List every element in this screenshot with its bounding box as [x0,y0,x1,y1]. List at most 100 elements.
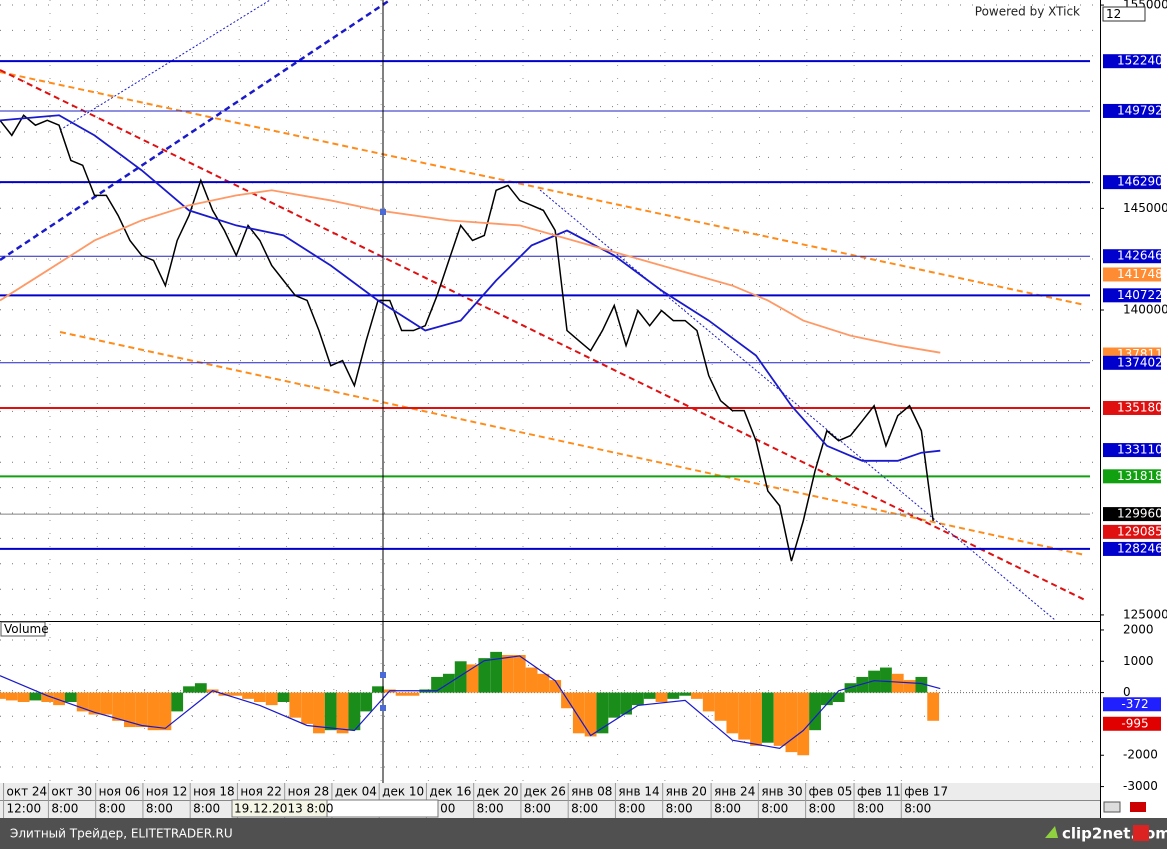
trend-line [0,0,391,262]
close-icon[interactable] [1130,802,1146,812]
time-tick-label: 8:00 [809,802,836,816]
volume-bar [277,692,290,702]
level-label: 133110 [1117,443,1163,457]
volume-bar [868,670,881,693]
x-tick-label: ноя 22 [240,785,282,799]
volume-bar [655,692,668,702]
plots [0,60,1100,756]
volume-bar [785,692,798,753]
volume-bar [336,692,349,734]
y-tick-label: -3000 [1123,779,1158,793]
volume-bar [41,692,54,702]
time-tick-label: 8:00 [571,802,598,816]
axes: 125000 140000 145000 155000 152240 149792 1462… [0,0,1167,818]
y-tick-label: 1000 [1123,654,1154,668]
toolbar-icon[interactable] [1103,801,1121,813]
level-label: 141748 [1117,267,1163,281]
time-tick-label: 8:00 [193,802,220,816]
corner-text: 12 [1106,7,1121,21]
x-tick-label: дек 04 [335,785,377,799]
volume-bar [891,673,904,693]
volume-bar [667,692,680,699]
volume-bar [726,692,739,734]
volume-bar [490,651,503,693]
logo-text: clip2net.com [1062,825,1167,843]
volume-bar [702,692,715,712]
volume-bar [738,692,751,740]
level-label: 142646 [1117,249,1163,263]
volume-bar [100,692,113,715]
cursor-marker [380,209,386,215]
cursor-empty-box [326,799,439,818]
volume-bar [265,692,278,706]
volume-bar [407,692,420,696]
trend-line [59,331,1086,556]
value-box [1103,697,1161,712]
x-tick-label: дек 16 [429,785,471,799]
status-bar [0,818,1167,849]
logo-badge [1133,825,1149,841]
x-tick-label: янв 30 [761,785,802,799]
volume-bar [478,658,491,693]
x-tick-label: ноя 12 [146,785,188,799]
volume-bar [761,692,774,743]
volume-bar [750,692,762,746]
level-label: 137402 [1117,355,1163,369]
x-tick-label: дек 26 [524,785,566,799]
series-line [0,114,941,462]
x-tick-label: янв 14 [618,785,659,799]
series-line [0,655,941,749]
x-tick-label: ноя 06 [99,785,140,799]
x-tick-label: дек 10 [382,785,424,799]
volume-bar [620,692,632,715]
cursor-label: 19.12.2013 8:00 [234,802,333,816]
volume-bar [820,692,833,706]
volume-bar [773,692,786,746]
x-tick-label: окт 30 [51,785,92,799]
time-tick-label: 8:00 [51,802,78,816]
volume-plot [0,651,1100,756]
level-box [1103,400,1161,415]
y-tick-label: 125000 [1123,607,1167,621]
level-box [1103,288,1161,303]
volume-bar [880,667,892,693]
volume-bar [88,692,101,715]
volume-bar [348,692,361,731]
volume-bar [124,692,136,728]
y-tick-label: 140000 [1123,303,1167,317]
volume-bar [596,692,609,734]
time-tick-label: 00 [440,802,455,816]
volume-bar [502,655,514,693]
level-box [1103,524,1161,539]
volume-bar [301,692,314,724]
volume-bar [29,692,42,701]
dotted-grid [0,0,1100,783]
level-label: 146290 [1117,175,1163,189]
level-box [1103,103,1161,118]
volume-bar [289,692,302,718]
level-label: 129960 [1117,507,1163,521]
x-tick-label: янв 08 [571,785,612,799]
volume-bar [171,692,184,712]
volume-bar [454,661,467,693]
level-box [1103,355,1161,370]
x-tick-label: ноя 18 [193,785,235,799]
level-box [1103,249,1161,264]
level-label: 149792 [1117,103,1163,117]
x-tick-label: ноя 28 [288,785,330,799]
volume-bar [631,692,644,706]
x-tick-label: фев 05 [809,785,853,799]
volume-bar [691,692,703,699]
level-box [1103,469,1161,484]
x-tick-label: дек 20 [477,785,519,799]
x-tick-label: фев 17 [904,785,948,799]
volume-bar [431,676,443,693]
trend-line [0,69,1086,601]
volume-bar [572,692,585,734]
x-tick-label: янв 20 [666,785,707,799]
volume-bar [112,692,125,721]
volume-bar [194,683,207,693]
volume-bar [856,676,869,693]
level-box [1103,54,1161,69]
site-name: Элитный Трейдер, ELITETRADER.RU [10,827,233,841]
